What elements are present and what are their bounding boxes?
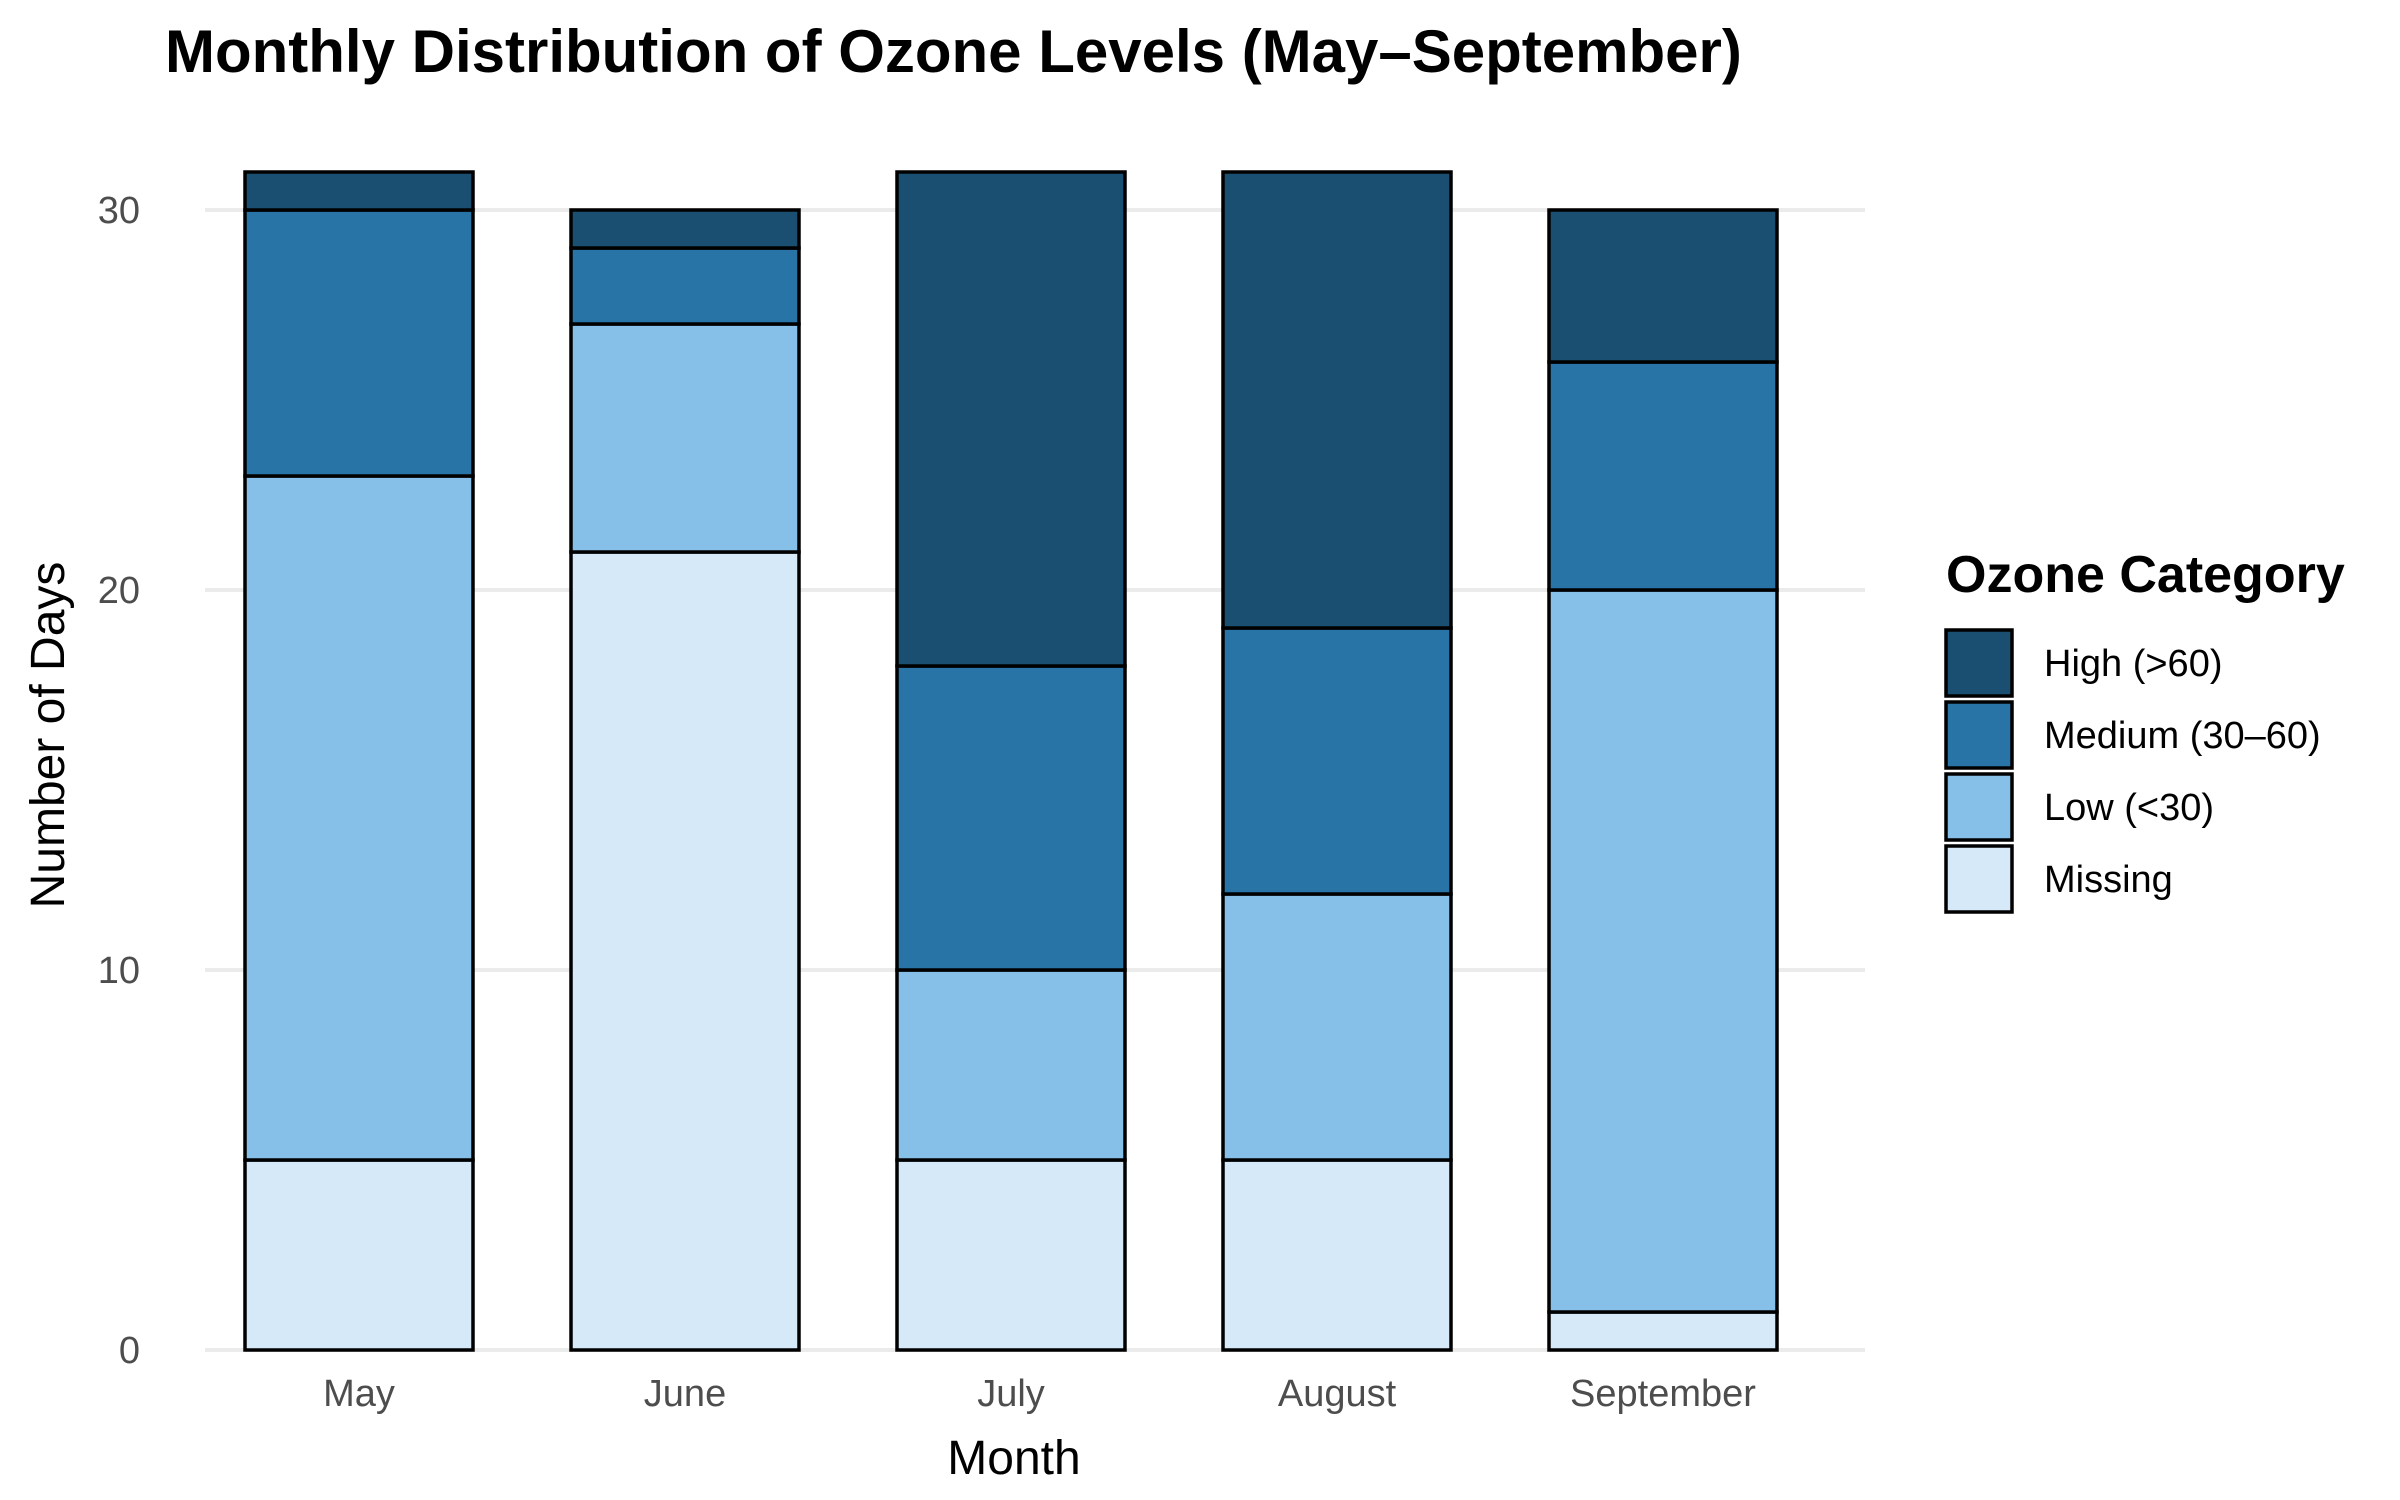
legend-label-medium-30-60: Medium (30–60) (2044, 715, 2321, 757)
bar-august-missing (1221, 1158, 1453, 1352)
y-axis-ticks: 0 10 20 30 (98, 190, 140, 1372)
bar-august-medium-30-60 (1221, 626, 1453, 896)
bar-june-high-60 (569, 208, 801, 250)
x-axis-title: Month (947, 1432, 1080, 1485)
y-tick-label-30: 30 (98, 190, 140, 232)
bar-may-high-60 (243, 170, 475, 212)
legend-label-low-30: Low (<30) (2044, 787, 2214, 829)
legend-title: Ozone Category (1946, 546, 2345, 604)
x-axis-ticks: May June July August September (323, 1373, 1756, 1415)
legend-swatch-low-30 (1944, 772, 2014, 842)
y-tick-label-10: 10 (98, 950, 140, 992)
bar-september-medium-30-60 (1547, 360, 1779, 592)
y-tick-label-0: 0 (119, 1330, 140, 1372)
legend-swatch-high-60 (1944, 628, 2014, 698)
y-tick-label-20: 20 (98, 570, 140, 612)
x-tick-label-august: August (1278, 1373, 1397, 1415)
chart-title: Monthly Distribution of Ozone Levels (Ma… (165, 18, 1742, 85)
bar-september-high-60 (1547, 208, 1779, 364)
x-tick-label-july: July (977, 1373, 1045, 1415)
bar-july-low-30 (895, 968, 1127, 1162)
bar-september-low-30 (1547, 588, 1779, 1314)
bar-july-high-60 (895, 170, 1127, 668)
bar-june-medium-30-60 (569, 246, 801, 326)
legend: Ozone Category High (>60) Medium (30–60) L… (1944, 546, 2345, 914)
bar-july-missing (895, 1158, 1127, 1352)
bar-july-medium-30-60 (895, 664, 1127, 972)
x-tick-label-june: June (644, 1373, 726, 1415)
bar-june-missing (569, 550, 801, 1352)
legend-label-high-60: High (>60) (2044, 643, 2222, 685)
x-tick-label-may: May (323, 1373, 395, 1415)
bar-august-low-30 (1221, 892, 1453, 1162)
bars (243, 170, 1779, 1352)
bar-august-high-60 (1221, 170, 1453, 630)
y-axis-title: Number of Days (22, 562, 75, 909)
bar-may-low-30 (243, 474, 475, 1162)
legend-swatch-medium-30-60 (1944, 700, 2014, 770)
bar-may-medium-30-60 (243, 208, 475, 478)
legend-swatch-missing (1944, 844, 2014, 914)
bar-june-low-30 (569, 322, 801, 554)
legend-label-missing: Missing (2044, 859, 2173, 901)
bar-september-missing (1547, 1310, 1779, 1352)
bar-may-missing (243, 1158, 475, 1352)
x-tick-label-september: September (1570, 1373, 1756, 1415)
